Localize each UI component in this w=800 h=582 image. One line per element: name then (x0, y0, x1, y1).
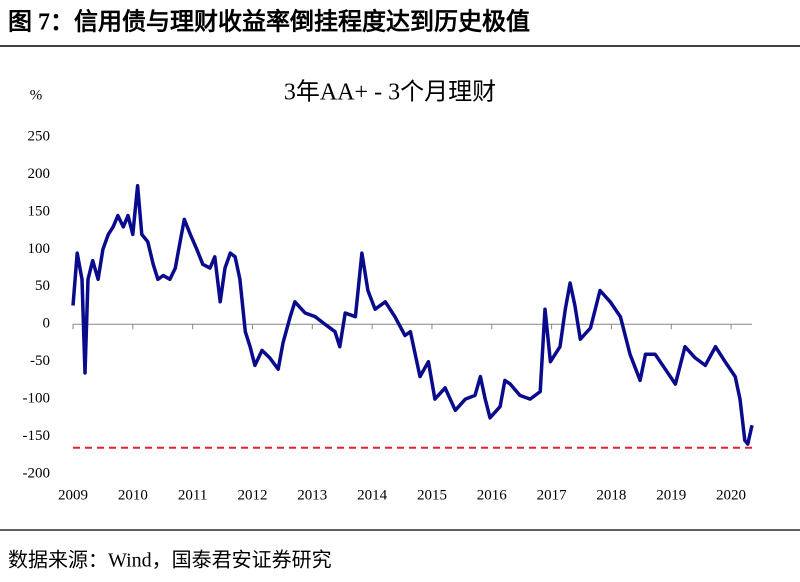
x-tick-label: 2019 (656, 487, 686, 503)
y-tick-label: 50 (35, 278, 50, 294)
x-tick-label: 2018 (596, 487, 626, 503)
y-tick-label: 250 (28, 128, 51, 144)
chart-title: 3年AA+ - 3个月理财 (284, 79, 496, 106)
x-tick-label: 2013 (297, 487, 327, 503)
y-tick-label: 200 (28, 166, 51, 182)
y-unit: % (30, 87, 43, 103)
y-tick-label: -100 (23, 391, 51, 407)
x-tick-label: 2010 (118, 487, 148, 503)
y-tick-label: -200 (23, 465, 51, 481)
x-tick-label: 2015 (417, 487, 447, 503)
y-tick-label: -150 (23, 428, 51, 444)
y-tick-label: 0 (43, 316, 51, 332)
source: 数据来源：Wind，国泰君安证券研究 (8, 549, 332, 572)
x-tick-label: 2016 (477, 487, 508, 503)
x-tick-label: 2020 (716, 487, 746, 503)
y-tick-label: 100 (28, 241, 51, 257)
y-tick-label: 150 (28, 203, 51, 219)
y-tick-label: -50 (30, 353, 50, 369)
x-tick-label: 2017 (537, 487, 568, 503)
figure-title: 图 7：信用债与理财收益率倒挂程度达到历史极值 (8, 8, 530, 36)
x-tick-label: 2011 (178, 487, 207, 503)
x-tick-label: 2014 (357, 487, 388, 503)
x-tick-label: 2009 (58, 487, 88, 503)
data-line (71, 183, 754, 446)
x-tick-label: 2012 (237, 487, 267, 503)
